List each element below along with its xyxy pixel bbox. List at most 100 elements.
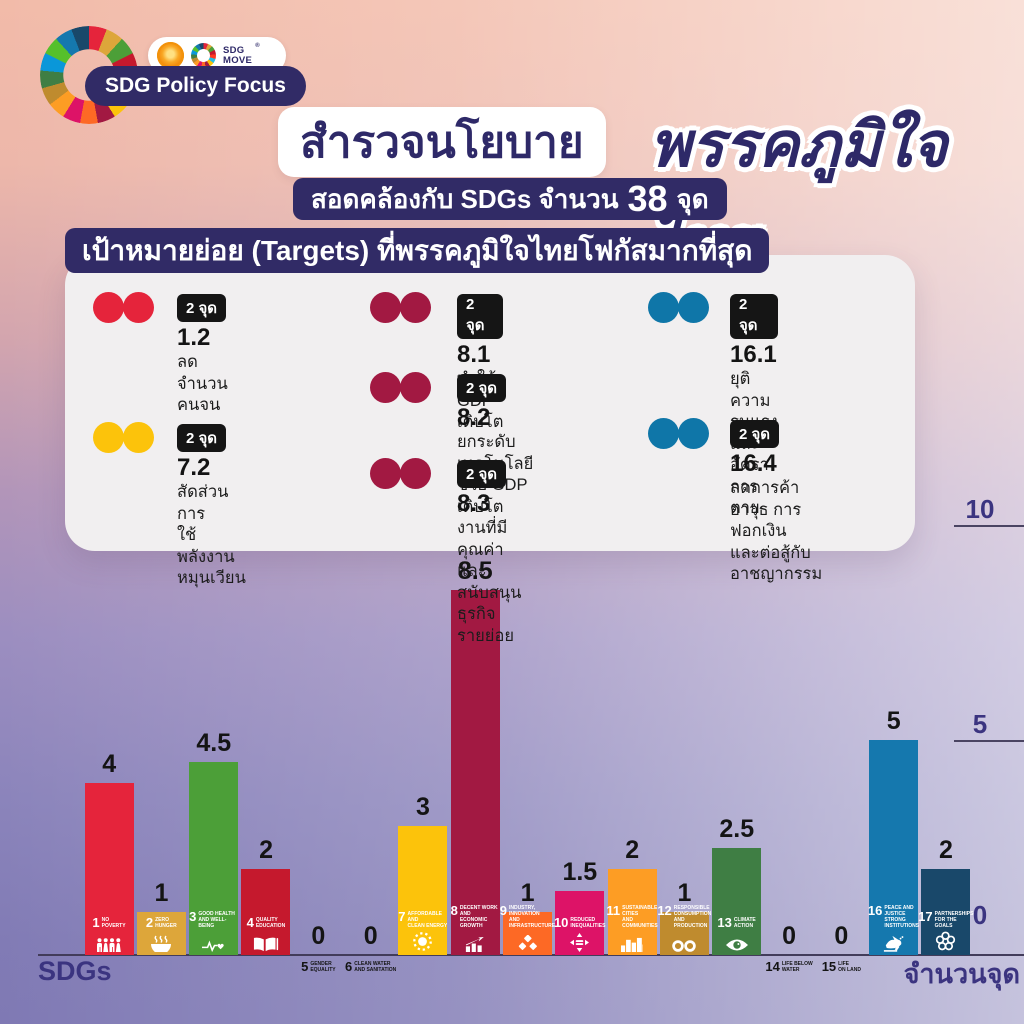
city-icon <box>608 930 657 952</box>
goal-name: ZERO HUNGER <box>155 917 177 929</box>
bar-value-sdg-17: 2 <box>938 836 953 864</box>
bar-sdg-4: 4 QUALITY EDUCATION <box>241 869 291 955</box>
bar-value-sdg-11: 2 <box>625 836 640 864</box>
goal-name: QUALITY EDUCATION <box>255 917 286 929</box>
title-survey-label: สำรวจนโยบาย <box>300 118 584 167</box>
bar-sdg-17: 17 PARTNERSHIPS FOR THE GOALS <box>918 869 973 955</box>
y-tick-label-10: 10 <box>965 494 995 524</box>
target-dots-icon <box>370 372 431 403</box>
growth-icon <box>451 930 500 952</box>
target-description: งานที่มีคุณค่าและ สนับสนุนธุรกิจรายย่อย <box>457 519 522 645</box>
title-box: สำรวจนโยบาย <box>278 107 606 177</box>
people-icon <box>85 930 134 952</box>
goal-name: GOOD HEALTH AND WELL-BEING <box>198 911 235 929</box>
equal-arrows-icon <box>555 930 604 952</box>
bar-value-sdg-15: 0 <box>834 922 849 950</box>
y-axis-label: จำนวนจุด <box>903 959 1020 989</box>
target-code: 16.1 <box>730 341 777 368</box>
target-points-badge: 2 จุด <box>177 424 227 452</box>
bar-value-sdg-5: 0 <box>311 922 326 950</box>
goal-number: 8 <box>450 903 458 918</box>
thai-emblem-icon <box>157 42 184 69</box>
target-code: 8.2 <box>457 404 491 431</box>
target-code: 7.2 <box>177 454 211 481</box>
target-description: ลดการค้าอาวุธ การฟอกเงิน และต่อสู้กับอาช… <box>730 479 823 584</box>
cubes-icon <box>503 930 552 952</box>
bar-value-sdg-10: 1.5 <box>562 857 598 886</box>
bar-sdg-1: 1 NO POVERTY <box>84 783 134 955</box>
target-description: สัดส่วนการ ใช้พลังงานหมุนเวียน <box>177 483 246 588</box>
goal-name: SUSTAINABLE CITIES AND COMMUNITIES <box>622 905 658 929</box>
bar-sdg-8: 8 DECENT WORK AND ECONOMIC GROWTH <box>450 589 500 955</box>
target-points-badge: 2 จุด <box>730 294 778 339</box>
target-dots-icon <box>648 418 709 449</box>
bar-sdg-16: 16 PEACE AND JUSTICE STRONG INSTITUTIONS <box>867 740 919 955</box>
goal-number: 12 <box>657 903 672 918</box>
target-points-badge: 2 จุด <box>457 294 504 339</box>
goal-number: 16 <box>867 903 883 918</box>
bar-value-sdg-3: 4.5 <box>196 728 232 757</box>
subtitle-count: 38 <box>627 178 668 219</box>
brand-pill: SDG Policy Focus <box>85 66 306 106</box>
bar-value-sdg-13: 2.5 <box>719 814 755 843</box>
bar-sdg-7: 7 AFFORDABLE AND CLEAN ENERGY <box>398 826 448 955</box>
target-code: 1.2 <box>177 324 211 351</box>
partner-logos-pill: SDG MOVE ® <box>148 37 286 74</box>
goal-number: 11 <box>606 903 621 918</box>
goal-number: 9 <box>499 903 507 918</box>
bar-sdg-11: 11 SUSTAINABLE CITIES AND COMMUNITIES <box>606 869 658 955</box>
zero-category-sdg-15: 15 LIFE ON LAND <box>821 959 861 974</box>
bowl-icon <box>137 930 186 952</box>
bar-value-sdg-14: 0 <box>782 922 796 950</box>
bar-value-sdg-9: 1 <box>520 879 535 907</box>
y-tick-label-0: 0 <box>972 900 988 930</box>
bar-sdg-9: 9 INDUSTRY, INNOVATION AND INFRASTRUCTURE <box>500 904 555 955</box>
book-icon <box>241 930 290 952</box>
sun-icon <box>398 930 447 952</box>
zero-category-sdg-5: 5 GENDER EQUALITY <box>301 959 336 974</box>
sdg-move-label: SDG MOVE <box>223 45 253 66</box>
bar-sdg-13: 13 CLIMATE ACTION <box>712 847 762 955</box>
bar-value-sdg-1: 4 <box>102 750 117 778</box>
bar-value-sdg-7: 3 <box>415 793 430 821</box>
y-tick-line-5 <box>954 740 1024 742</box>
target-dots-icon <box>93 422 154 453</box>
y-tick-line-10 <box>954 525 1024 527</box>
bar-sdg-10: 10 REDUCED INEQUALITIES <box>553 890 606 955</box>
bar-value-sdg-8: 8.5 <box>457 556 493 585</box>
target-points-badge: 2 จุด <box>457 460 507 488</box>
target-code: 16.4 <box>730 450 777 477</box>
targets-panel-heading: เป้าหมายย่อย (Targets) ที่พรรคภูมิใจไทยโ… <box>65 228 770 273</box>
goal-number: 1 <box>92 915 100 930</box>
subtitle-prefix: สอดคล้องกับ SDGs จำนวน <box>311 183 619 214</box>
bar-sdg-12: 12 RESPONSIBLE CONSUMPTION AND PRODUCTION <box>657 904 711 955</box>
target-points-badge: 2 จุด <box>177 294 227 322</box>
heartbeat-icon <box>189 930 238 952</box>
x-axis-label: SDGs <box>38 956 112 986</box>
goal-name: PARTNERSHIPS FOR THE GOALS <box>934 911 974 929</box>
zero-category-sdg-14: 14 LIFE BELOW WATER <box>765 959 813 974</box>
goal-number: 3 <box>189 909 197 924</box>
x-axis-line <box>38 954 1024 956</box>
goal-name: DECENT WORK AND ECONOMIC GROWTH <box>459 905 498 929</box>
bar-value-sdg-6: 0 <box>363 922 378 950</box>
goal-name: INDUSTRY, INNOVATION AND INFRASTRUCTURE <box>508 905 556 929</box>
bar-sdg-2: 2 ZERO HUNGER <box>136 912 186 955</box>
sdg-move-wheel-icon <box>191 43 216 68</box>
target-points-badge: 2 จุด <box>457 374 507 402</box>
zero-category-sdg-6: 6 CLEAN WATER AND SANITATION <box>345 959 397 974</box>
bar-value-sdg-4: 2 <box>259 836 273 864</box>
goal-number: 4 <box>246 915 254 930</box>
target-code: 8.3 <box>457 490 491 517</box>
y-tick-label-5: 5 <box>972 709 988 739</box>
target-dots-icon <box>648 292 709 323</box>
target-dots-icon <box>93 292 154 323</box>
bar-value-sdg-2: 1 <box>154 879 169 907</box>
target-points-badge: 2 จุด <box>730 420 780 448</box>
goal-number: 10 <box>553 915 569 930</box>
goal-name: REDUCED INEQUALITIES <box>570 917 606 929</box>
goal-number: 13 <box>717 915 732 930</box>
rings-icon <box>921 930 970 952</box>
